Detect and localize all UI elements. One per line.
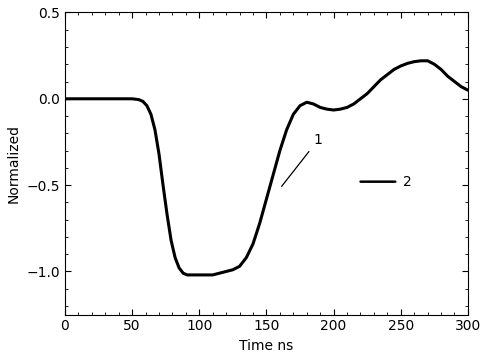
Text: 1: 1 bbox=[282, 133, 323, 186]
Text: 2: 2 bbox=[404, 175, 412, 189]
X-axis label: Time ns: Time ns bbox=[239, 339, 294, 353]
Y-axis label: Normalized: Normalized bbox=[7, 124, 21, 203]
